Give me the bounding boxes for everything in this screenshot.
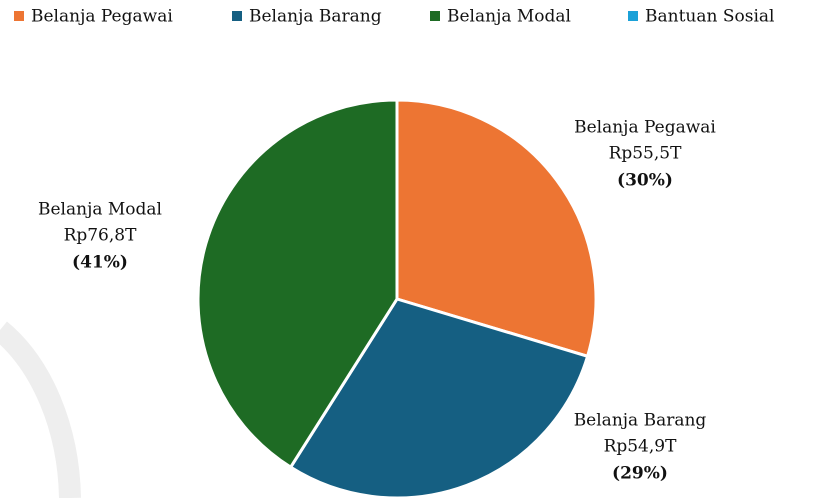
legend-swatch: [628, 11, 638, 21]
background-arc: [0, 321, 81, 498]
slice-value: Rp54,9T: [604, 437, 678, 457]
legend-swatch: [232, 11, 242, 21]
pie-slice: [288, 297, 590, 498]
slice-name: Belanja Barang: [574, 411, 707, 431]
pie-slice: [196, 98, 399, 470]
slice-percent: (29%): [612, 464, 668, 484]
legend-label: Belanja Modal: [447, 7, 571, 27]
legend-swatch: [14, 11, 24, 21]
slice-name: Belanja Pegawai: [574, 118, 716, 138]
pie-slice: [395, 98, 598, 359]
slice-percent: (30%): [617, 171, 673, 191]
slice-percent: (41%): [72, 253, 128, 273]
legend-label: Belanja Pegawai: [31, 7, 173, 27]
slice-value: Rp55,5T: [609, 144, 683, 164]
legend-label: Bantuan Sosial: [645, 7, 774, 27]
legend-swatch: [430, 11, 440, 21]
slice-value: Rp76,8T: [64, 226, 138, 246]
legend-label: Belanja Barang: [249, 7, 382, 27]
slice-name: Belanja Modal: [38, 200, 162, 220]
